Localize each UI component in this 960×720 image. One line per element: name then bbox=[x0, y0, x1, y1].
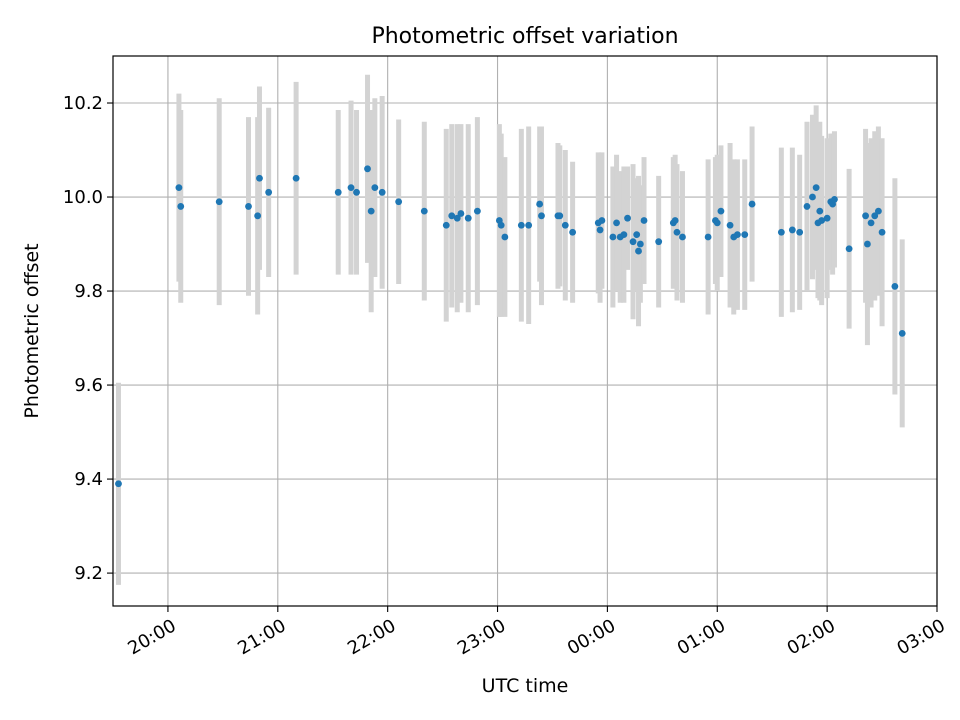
y-tick-label: 9.4 bbox=[74, 469, 103, 490]
data-point bbox=[538, 212, 545, 220]
data-point bbox=[453, 214, 461, 222]
data-point bbox=[265, 188, 273, 196]
data-point bbox=[624, 214, 631, 222]
data-point bbox=[177, 203, 185, 210]
data-point bbox=[457, 210, 465, 217]
data-point bbox=[845, 245, 853, 253]
data-point bbox=[353, 188, 360, 196]
data-point bbox=[215, 198, 223, 206]
x-axis-label: UTC time bbox=[482, 675, 569, 697]
data-point bbox=[569, 228, 577, 236]
data-point bbox=[704, 233, 712, 241]
data-point bbox=[334, 188, 342, 196]
data-point bbox=[831, 195, 838, 203]
data-point bbox=[292, 174, 300, 182]
data-point bbox=[818, 217, 826, 224]
data-point bbox=[633, 231, 641, 239]
data-point bbox=[448, 212, 456, 220]
y-tick-label: 9.6 bbox=[74, 375, 103, 396]
data-point bbox=[898, 329, 906, 337]
data-point bbox=[655, 238, 663, 246]
y-tick-label: 10.2 bbox=[63, 93, 103, 114]
data-point bbox=[395, 198, 403, 206]
data-point bbox=[796, 228, 804, 236]
data-point bbox=[525, 221, 533, 229]
data-point bbox=[442, 221, 450, 229]
y-axis-label: Photometric offset bbox=[21, 243, 43, 418]
data-point bbox=[635, 247, 642, 255]
data-point bbox=[175, 184, 183, 192]
data-point bbox=[875, 207, 882, 215]
chart-title: Photometric offset variation bbox=[371, 24, 678, 49]
data-point bbox=[420, 207, 428, 215]
data-point bbox=[673, 228, 681, 236]
data-point bbox=[598, 217, 606, 224]
y-tick-label: 10.0 bbox=[63, 187, 103, 208]
data-point bbox=[115, 480, 122, 488]
data-point bbox=[254, 212, 262, 220]
data-point bbox=[629, 238, 637, 246]
data-point bbox=[497, 221, 505, 229]
data-point bbox=[347, 184, 355, 192]
data-point bbox=[777, 228, 785, 236]
y-tick-label: 9.2 bbox=[74, 563, 103, 584]
data-point bbox=[717, 207, 725, 215]
data-point bbox=[741, 231, 749, 239]
data-point bbox=[809, 193, 816, 201]
data-point bbox=[371, 184, 379, 192]
data-point bbox=[864, 240, 871, 248]
axes-frame bbox=[112, 55, 938, 607]
data-point bbox=[245, 203, 252, 210]
data-point bbox=[823, 214, 831, 222]
data-point bbox=[726, 221, 734, 229]
data-point bbox=[517, 221, 525, 229]
data-point bbox=[713, 219, 721, 227]
data-point bbox=[501, 233, 509, 241]
data-point bbox=[536, 200, 544, 208]
data-point bbox=[862, 212, 869, 220]
data-point bbox=[748, 200, 756, 208]
data-point bbox=[256, 174, 263, 182]
data-point bbox=[867, 219, 875, 227]
data-point bbox=[473, 207, 481, 215]
data-point bbox=[378, 188, 386, 196]
data-point bbox=[812, 184, 820, 192]
data-point bbox=[788, 226, 796, 234]
data-point bbox=[364, 165, 371, 173]
data-point bbox=[613, 219, 620, 227]
data-point bbox=[620, 231, 628, 239]
point-layer bbox=[115, 165, 906, 488]
data-point bbox=[679, 233, 686, 241]
data-point bbox=[891, 282, 899, 290]
data-point bbox=[878, 228, 886, 236]
data-point bbox=[636, 240, 644, 248]
data-point bbox=[734, 231, 741, 239]
data-point bbox=[671, 217, 679, 224]
data-point bbox=[596, 226, 604, 234]
y-tick-label: 9.8 bbox=[74, 281, 103, 302]
data-point bbox=[367, 207, 375, 215]
data-point bbox=[556, 212, 564, 220]
data-point bbox=[609, 233, 617, 241]
data-point bbox=[816, 207, 824, 215]
data-point bbox=[640, 217, 648, 224]
data-point bbox=[464, 214, 472, 222]
data-point bbox=[871, 212, 879, 220]
data-point bbox=[561, 221, 569, 229]
data-point bbox=[803, 203, 811, 210]
